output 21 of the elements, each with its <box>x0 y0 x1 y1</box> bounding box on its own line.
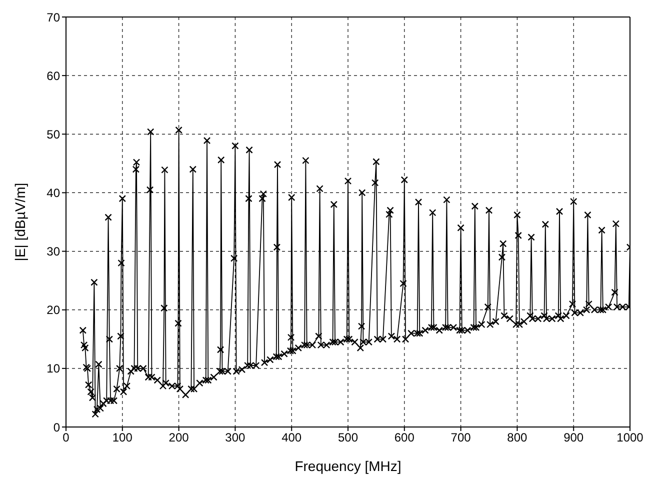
y-tick-label: 60 <box>46 68 60 83</box>
y-tick-label: 10 <box>46 362 60 376</box>
y-tick-label: 0 <box>53 420 60 434</box>
x-tick-label: 100 <box>112 430 133 445</box>
x-tick-label: 200 <box>168 430 190 445</box>
y-axis-title: |E| [dBµV/m] <box>12 182 28 262</box>
x-tick-label: 500 <box>338 430 358 445</box>
x-tick-label: 700 <box>450 430 472 445</box>
y-tick-label: 70 <box>46 10 60 24</box>
x-tick-label: 900 <box>564 430 584 445</box>
x-axis-title: Frequency [MHz] <box>294 458 402 474</box>
x-tick-label: 400 <box>282 430 302 445</box>
y-tick-label: 20 <box>46 303 60 318</box>
x-tick-label: 600 <box>394 430 415 445</box>
y-tick-label: 40 <box>46 186 60 200</box>
x-tick-label: 300 <box>225 430 246 445</box>
x-tick-label: 1000 <box>616 430 644 445</box>
x-tick-label: 800 <box>507 430 528 445</box>
y-tick-label: 30 <box>46 244 60 259</box>
y-tick-label: 50 <box>46 127 60 142</box>
x-tick-label: 0 <box>62 430 70 445</box>
